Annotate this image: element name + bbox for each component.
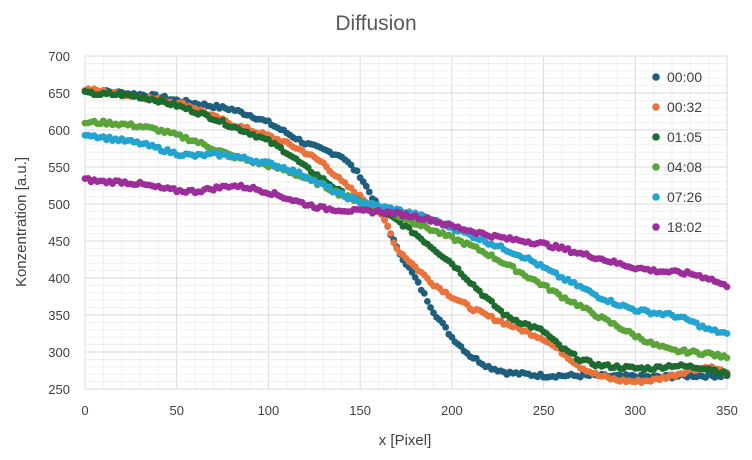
y-axis-title: Konzentration [a.u.] xyxy=(13,157,30,287)
data-point xyxy=(387,230,395,237)
x-tick-labels: 0 50 100 150 200 250 300 350 xyxy=(81,403,737,418)
data-point xyxy=(723,330,731,337)
data-point xyxy=(362,182,370,190)
data-point xyxy=(442,323,450,331)
data-point xyxy=(723,370,731,378)
data-point xyxy=(543,282,550,289)
x-axis-title: x [Pixel] xyxy=(379,432,432,449)
legend-label: 00:32 xyxy=(667,99,702,115)
data-point xyxy=(570,350,578,358)
data-point xyxy=(723,283,731,291)
data-point xyxy=(384,222,392,230)
data-point xyxy=(219,117,227,124)
y-tick-label: 350 xyxy=(48,308,70,323)
data-point xyxy=(414,278,422,286)
legend-item: 00:00 xyxy=(652,69,702,85)
data-point xyxy=(420,290,428,297)
series-07-26 xyxy=(81,131,731,337)
data-point xyxy=(509,263,517,270)
data-point xyxy=(454,265,462,273)
legend-item: 18:02 xyxy=(652,219,702,235)
y-tick-label: 650 xyxy=(48,86,70,101)
legend-item: 04:08 xyxy=(652,159,702,175)
y-tick-label: 250 xyxy=(48,382,70,397)
legend-label: 18:02 xyxy=(667,219,702,235)
x-tick-label: 50 xyxy=(169,403,183,418)
legend-marker xyxy=(652,73,660,81)
data-point xyxy=(381,216,388,224)
legend-label: 07:26 xyxy=(667,189,702,205)
legend-marker xyxy=(652,223,660,231)
y-tick-label: 300 xyxy=(48,345,70,360)
data-point xyxy=(365,188,373,196)
legend-marker xyxy=(652,193,660,201)
y-tick-labels: 250 300 350 400 450 500 550 600 650 700 xyxy=(48,49,70,397)
legend-item: 07:26 xyxy=(652,189,702,205)
y-tick-label: 600 xyxy=(48,123,70,138)
data-point xyxy=(408,268,416,276)
data-point xyxy=(353,167,361,175)
y-tick-label: 500 xyxy=(48,197,70,212)
data-point xyxy=(390,239,398,247)
y-tick-label: 450 xyxy=(48,234,70,249)
x-tick-label: 300 xyxy=(624,403,646,418)
legend-item: 00:32 xyxy=(652,99,702,115)
legend-label: 04:08 xyxy=(667,159,702,175)
legend-label: 00:00 xyxy=(667,69,702,85)
x-tick-label: 100 xyxy=(258,403,280,418)
x-tick-label: 350 xyxy=(716,403,738,418)
series-group xyxy=(81,85,731,386)
y-tick-label: 550 xyxy=(48,160,70,175)
data-point xyxy=(424,298,431,305)
legend: 00:00 00:32 01:05 04:08 07:26 18:02 xyxy=(652,69,702,235)
chart-title: Diffusion xyxy=(335,12,416,35)
data-point xyxy=(347,161,355,169)
y-tick-label: 400 xyxy=(48,271,70,286)
series-18-02 xyxy=(81,175,731,291)
data-point xyxy=(723,354,731,362)
x-tick-label: 200 xyxy=(441,403,463,418)
x-tick-label: 150 xyxy=(349,403,371,418)
legend-item: 01:05 xyxy=(652,129,702,145)
legend-marker xyxy=(652,163,660,171)
legend-marker xyxy=(652,103,660,111)
x-tick-label: 0 xyxy=(81,403,88,418)
legend-marker xyxy=(652,133,660,141)
data-point xyxy=(427,304,434,311)
x-tick-label: 250 xyxy=(533,403,555,418)
data-point xyxy=(488,297,495,305)
legend-label: 01:05 xyxy=(667,129,702,145)
y-tick-label: 700 xyxy=(48,49,70,64)
